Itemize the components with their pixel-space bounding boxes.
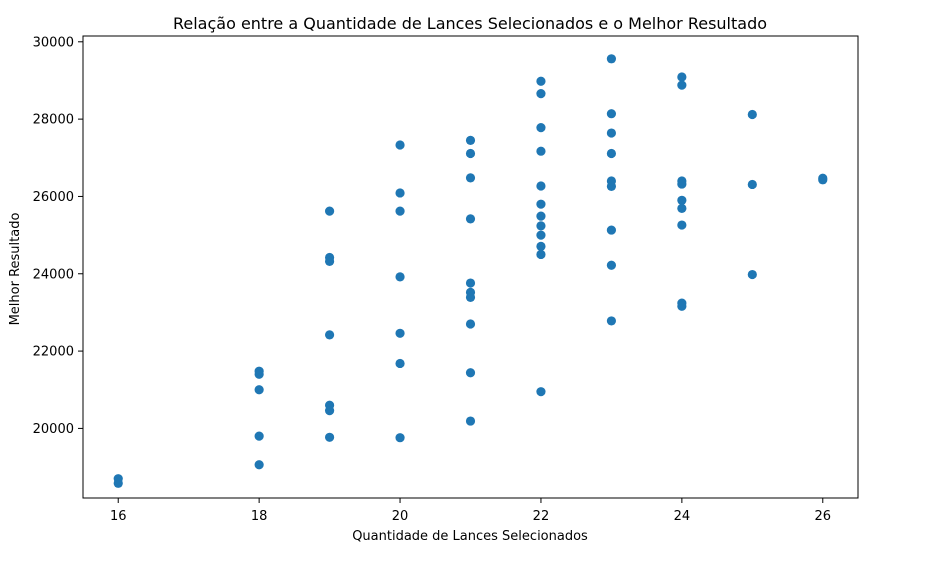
data-point [747, 109, 757, 120]
data-point [536, 221, 546, 231]
data-point [254, 385, 264, 395]
data-point [395, 358, 405, 369]
y-axis: 20000 22000 24000 26000 28000 30000 [33, 35, 83, 437]
y-tick-label: 26000 [33, 190, 74, 205]
data-point [818, 175, 828, 185]
x-tick-label: 22 [533, 509, 550, 524]
x-tick-label: 16 [110, 509, 127, 524]
data-point [747, 179, 757, 190]
data-point [465, 135, 476, 145]
data-point [324, 206, 335, 216]
data-point [324, 256, 335, 266]
chart-title: Relação entre a Quantidade de Lances Sel… [173, 14, 767, 33]
data-point [465, 416, 476, 426]
data-point [254, 369, 264, 379]
x-axis-label: Quantidade de Lances Selecionados [352, 529, 588, 544]
data-point [113, 478, 123, 488]
data-point [254, 431, 264, 441]
data-point [606, 225, 617, 235]
data-point [536, 211, 546, 221]
data-point [536, 230, 546, 240]
data-point [536, 146, 546, 156]
data-point [395, 433, 405, 443]
data-point [606, 316, 617, 326]
data-point [606, 181, 617, 191]
data-point [465, 173, 476, 183]
y-tick-label: 30000 [33, 35, 74, 50]
data-point [395, 328, 405, 338]
data-point [677, 179, 687, 189]
data-point [677, 203, 687, 214]
data-point [677, 72, 687, 82]
data-point [465, 319, 476, 329]
data-point [747, 269, 757, 280]
data-point [606, 128, 617, 138]
data-point [395, 188, 405, 198]
data-point [606, 54, 617, 64]
data-point [465, 292, 476, 302]
data-point [536, 249, 546, 260]
y-tick-label: 20000 [33, 422, 74, 437]
data-point [677, 80, 687, 90]
y-tick-label: 28000 [33, 113, 74, 128]
data-point [536, 76, 546, 86]
data-point [536, 89, 546, 99]
data-point [465, 148, 476, 159]
data-point [536, 241, 546, 251]
x-axis: 16 18 20 22 24 26 [110, 498, 831, 524]
data-point [324, 406, 335, 416]
plot-frame [82, 35, 859, 499]
x-tick-label: 24 [674, 509, 691, 524]
data-point [465, 368, 476, 378]
data-point [606, 148, 617, 159]
data-point [254, 460, 264, 470]
data-point [606, 109, 617, 119]
data-point [465, 214, 476, 224]
data-point [536, 123, 546, 133]
data-point [536, 387, 546, 397]
x-tick-label: 26 [814, 509, 831, 524]
y-tick-label: 22000 [33, 345, 74, 360]
data-point [536, 181, 546, 191]
data-points [113, 54, 828, 488]
y-tick-label: 24000 [33, 267, 74, 282]
data-point [677, 195, 687, 205]
data-point [536, 199, 546, 209]
data-point [324, 432, 335, 442]
data-point [395, 140, 405, 150]
data-point [677, 301, 687, 311]
data-point [465, 278, 476, 288]
data-point [395, 206, 405, 216]
data-point [677, 220, 687, 230]
y-axis-label: Melhor Resultado [8, 213, 23, 326]
data-point [324, 330, 335, 340]
x-tick-label: 18 [251, 509, 268, 524]
x-tick-label: 20 [392, 509, 409, 524]
data-point [606, 260, 617, 270]
data-point [395, 272, 405, 282]
